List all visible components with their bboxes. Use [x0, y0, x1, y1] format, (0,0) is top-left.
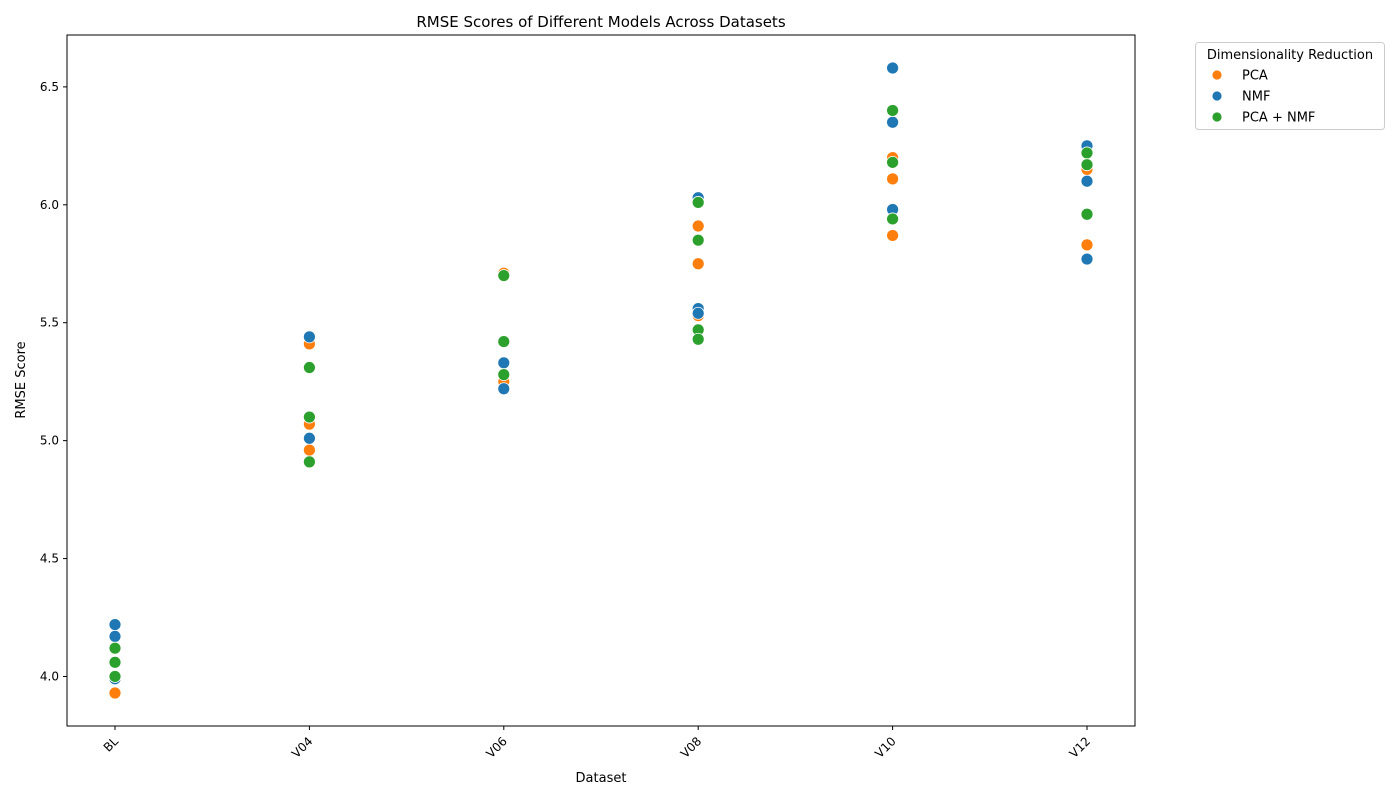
- x-tick-label-bl: BL: [101, 734, 122, 755]
- point-nmf-v04: [302, 431, 316, 445]
- point-pca-nmf-v10: [886, 155, 899, 169]
- chart-title: RMSE Scores of Different Models Across D…: [416, 13, 785, 31]
- point-pca-nmf-v06: [497, 335, 511, 348]
- point-pca-nmf-bl: [108, 655, 122, 669]
- plot-area: [108, 61, 1094, 700]
- point-pca-v04: [302, 443, 316, 457]
- point-pca-v10: [886, 229, 899, 242]
- legend-box: [1195, 42, 1385, 130]
- legend-marker-nmf: [1211, 90, 1223, 102]
- point-nmf-v06: [497, 356, 511, 370]
- y-axis-label: RMSE Score: [14, 341, 29, 418]
- point-pca-nmf-v04: [302, 455, 316, 469]
- point-pca-bl: [108, 686, 122, 700]
- legend-label-pca-nmf: PCA + NMF: [1242, 111, 1315, 126]
- x-tick-label-v04: V04: [289, 734, 316, 761]
- y-tick-label: 5.5: [40, 316, 59, 330]
- x-tick-label-v06: V06: [483, 734, 510, 761]
- point-pca-nmf-v06: [497, 368, 511, 382]
- point-pca-nmf-bl: [108, 641, 122, 655]
- point-pca-v08: [691, 219, 705, 233]
- y-tick-label: 5.0: [40, 434, 59, 448]
- legend-marker-pca: [1211, 69, 1223, 81]
- legend-title: Dimensionality Reduction: [1207, 48, 1373, 63]
- point-pca-nmf-v06: [497, 269, 511, 282]
- legend: Dimensionality Reduction PCA NMF PCA + NMF: [1195, 42, 1385, 130]
- x-tick-label-v08: V08: [678, 734, 705, 761]
- point-pca-nmf-bl: [108, 670, 122, 683]
- point-nmf-v06: [497, 382, 511, 396]
- point-nmf-bl: [108, 618, 122, 631]
- point-pca-nmf-v08: [691, 196, 705, 209]
- y-tick-label: 4.5: [40, 552, 59, 566]
- point-pca-nmf-v04: [302, 410, 316, 424]
- point-nmf-v12: [1080, 252, 1094, 266]
- point-pca-v10: [886, 172, 899, 186]
- y-tick-label: 6.5: [40, 80, 59, 94]
- y-axis: 4.0 4.5 5.0 5.5 6.0 6.5: [40, 80, 67, 683]
- x-axis: BL V04 V06 V08 V10 V12: [101, 726, 1093, 761]
- point-pca-v12: [1080, 238, 1094, 252]
- point-nmf-v04: [302, 330, 316, 344]
- point-pca-nmf-v12: [1080, 207, 1094, 221]
- x-axis-label: Dataset: [576, 771, 627, 786]
- plot-frame: [66, 34, 1136, 727]
- point-pca-nmf-v08: [691, 233, 705, 247]
- point-pca-nmf-v04: [302, 361, 316, 374]
- point-nmf-v10: [886, 61, 899, 75]
- point-pca-nmf-v10: [886, 104, 899, 117]
- point-nmf-bl: [108, 629, 122, 643]
- x-tick-label-v10: V10: [872, 734, 899, 761]
- point-pca-nmf-v08: [691, 332, 705, 346]
- point-nmf-v12: [1080, 174, 1094, 188]
- legend-label-pca: PCA: [1242, 69, 1268, 84]
- point-pca-nmf-v12: [1080, 146, 1094, 160]
- y-tick-label: 6.0: [40, 198, 59, 212]
- point-nmf-v08: [691, 306, 705, 320]
- point-pca-nmf-v12: [1080, 158, 1094, 172]
- point-pca-v08: [691, 257, 705, 271]
- legend-label-nmf: NMF: [1242, 90, 1270, 105]
- y-tick-label: 4.0: [40, 669, 59, 683]
- legend-items: PCA NMF PCA + NMF: [1211, 69, 1315, 126]
- point-nmf-v10: [886, 115, 899, 129]
- legend-marker-pca-nmf: [1211, 111, 1223, 123]
- x-tick-label-v12: V12: [1067, 734, 1094, 761]
- point-pca-nmf-v10: [886, 212, 899, 226]
